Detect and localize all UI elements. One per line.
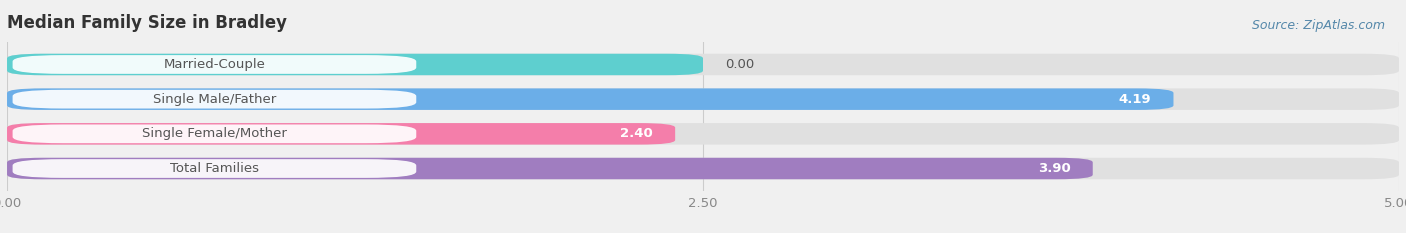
FancyBboxPatch shape	[7, 54, 703, 75]
Text: 2.40: 2.40	[620, 127, 652, 140]
FancyBboxPatch shape	[13, 159, 416, 178]
FancyBboxPatch shape	[7, 88, 1399, 110]
FancyBboxPatch shape	[13, 90, 416, 109]
Text: 3.90: 3.90	[1038, 162, 1070, 175]
FancyBboxPatch shape	[7, 123, 675, 145]
FancyBboxPatch shape	[13, 55, 416, 74]
Text: Single Male/Father: Single Male/Father	[153, 93, 276, 106]
FancyBboxPatch shape	[13, 124, 416, 143]
FancyBboxPatch shape	[7, 158, 1092, 179]
Text: Total Families: Total Families	[170, 162, 259, 175]
Text: Source: ZipAtlas.com: Source: ZipAtlas.com	[1251, 19, 1385, 32]
Text: 4.19: 4.19	[1119, 93, 1152, 106]
Text: 0.00: 0.00	[725, 58, 755, 71]
Text: Single Female/Mother: Single Female/Mother	[142, 127, 287, 140]
FancyBboxPatch shape	[7, 54, 1399, 75]
Text: Married-Couple: Married-Couple	[163, 58, 266, 71]
FancyBboxPatch shape	[7, 88, 1174, 110]
FancyBboxPatch shape	[7, 123, 1399, 145]
Text: Median Family Size in Bradley: Median Family Size in Bradley	[7, 14, 287, 32]
FancyBboxPatch shape	[7, 158, 1399, 179]
